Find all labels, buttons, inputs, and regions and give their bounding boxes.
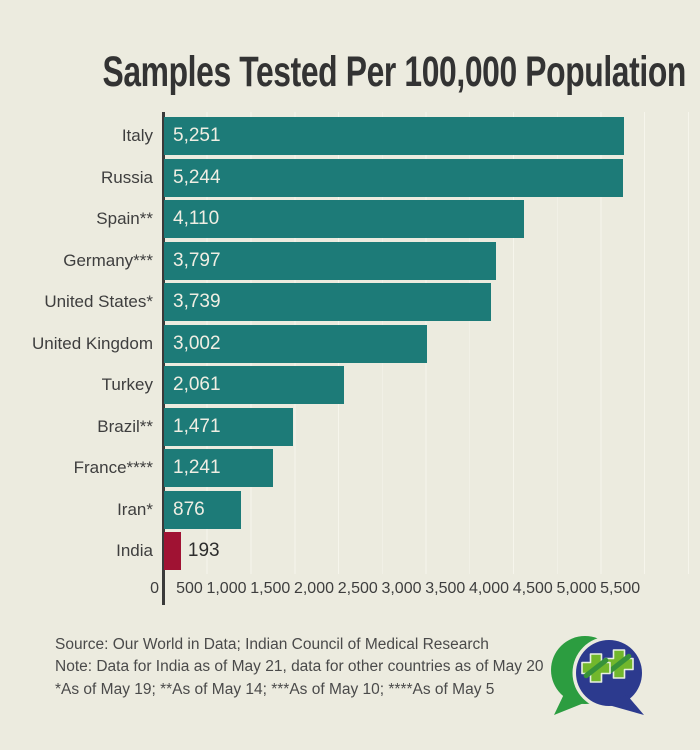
bar: 876 <box>164 490 241 529</box>
x-tick-label: 3,500 <box>425 580 466 597</box>
x-tick-label: 4,500 <box>512 580 553 597</box>
bar-chart: Italy 5,251 Russia 5,244 Spain** 4,110 Germany… <box>32 112 689 612</box>
bar-category-label: Spain** <box>96 209 153 228</box>
bar: 5,244 <box>164 158 623 197</box>
health-chat-logo <box>551 636 649 718</box>
bar-category-label: Iran* <box>117 499 153 519</box>
x-tick-label: 500 <box>176 580 203 597</box>
bar-value-label: 1,241 <box>173 457 221 478</box>
footer-notes: Source: Our World in Data; Indian Counci… <box>55 634 544 701</box>
x-tick-label: 5,500 <box>600 580 641 597</box>
bar-row: France**** 1,241 <box>74 449 689 487</box>
bar-row: Brazil** 1,471 <box>97 407 689 446</box>
bar-row: Spain** 4,110 <box>96 200 689 238</box>
bar-row: Turkey 2,061 <box>102 366 689 404</box>
x-tick-label: 5,000 <box>556 580 597 597</box>
x-tick-label: 4,000 <box>468 580 509 597</box>
bar-value-label: 1,471 <box>173 415 221 437</box>
bar-value-label: 4,110 <box>173 208 220 229</box>
bar: 4,110 <box>164 200 524 238</box>
bar-row: United Kingdom 3,002 <box>32 324 689 363</box>
bar-value-label: 3,797 <box>173 249 221 271</box>
bar-value-label: 193 <box>187 540 220 561</box>
bar: 1,241 <box>164 449 273 487</box>
bar-row: Germany*** 3,797 <box>63 241 689 280</box>
bar: 2,061 <box>164 366 345 404</box>
x-tick-label: 3,000 <box>381 580 422 597</box>
bar-rows: Italy 5,251 Russia 5,244 Spain** 4,110 Germany… <box>32 117 689 574</box>
bar: 3,002 <box>164 324 427 363</box>
asterisk-note: *As of May 19; **As of May 14; ***As of … <box>55 680 495 698</box>
bar-category-label: Russia <box>101 167 153 187</box>
chart-title: Samples Tested Per 100,000 Population <box>102 48 687 96</box>
bar-category-label: United States* <box>44 292 153 311</box>
x-axis-ticks: 0 500 1,000 1,500 2,000 2,500 3,000 3,500 4,000 4… <box>150 580 689 602</box>
bar-value-label: 876 <box>173 498 205 520</box>
blue-chat-bubble <box>572 636 649 718</box>
bar: 1,471 <box>164 407 293 446</box>
x-tick-label: 2,000 <box>293 580 334 597</box>
bar-value-label: 2,061 <box>173 374 221 395</box>
bar-category-label: France**** <box>73 458 153 477</box>
bar-row: India 193 <box>116 532 689 570</box>
bar-row: Russia 5,244 <box>101 158 689 197</box>
bar-value-label: 3,002 <box>173 332 221 354</box>
title-bar: Samples Tested Per 100,000 Population <box>0 48 700 97</box>
x-tick-label: 1,000 <box>206 580 247 597</box>
bar <box>164 532 181 570</box>
bar-category-label: Brazil** <box>97 416 153 436</box>
source-note: Source: Our World in Data; Indian Counci… <box>55 636 489 653</box>
x-tick-label: 0 <box>150 580 159 597</box>
date-note: Note: Data for India as of May 21, data … <box>55 658 544 676</box>
bar-row: Iran* 876 <box>117 490 689 529</box>
x-tick-label: 1,500 <box>250 580 291 597</box>
bar: 5,251 <box>164 117 624 155</box>
bar-value-label: 5,244 <box>173 166 221 188</box>
bar-category-label: United Kingdom <box>32 333 153 353</box>
bar-row: United States* 3,739 <box>44 283 689 321</box>
bar-category-label: Turkey <box>101 375 153 394</box>
bar-category-label: Germany*** <box>63 250 153 270</box>
bar-value-label: 5,251 <box>173 125 221 146</box>
bar: 3,739 <box>164 283 492 321</box>
y-axis-line <box>162 112 165 605</box>
bar-value-label: 3,739 <box>173 291 221 312</box>
bar-category-label: India <box>116 541 153 560</box>
bar: 3,797 <box>164 241 497 280</box>
plus-plus-icon <box>581 649 634 683</box>
bar-row: Italy 5,251 <box>122 117 689 155</box>
x-tick-label: 2,500 <box>337 580 378 597</box>
bar-category-label: Italy <box>121 126 153 145</box>
